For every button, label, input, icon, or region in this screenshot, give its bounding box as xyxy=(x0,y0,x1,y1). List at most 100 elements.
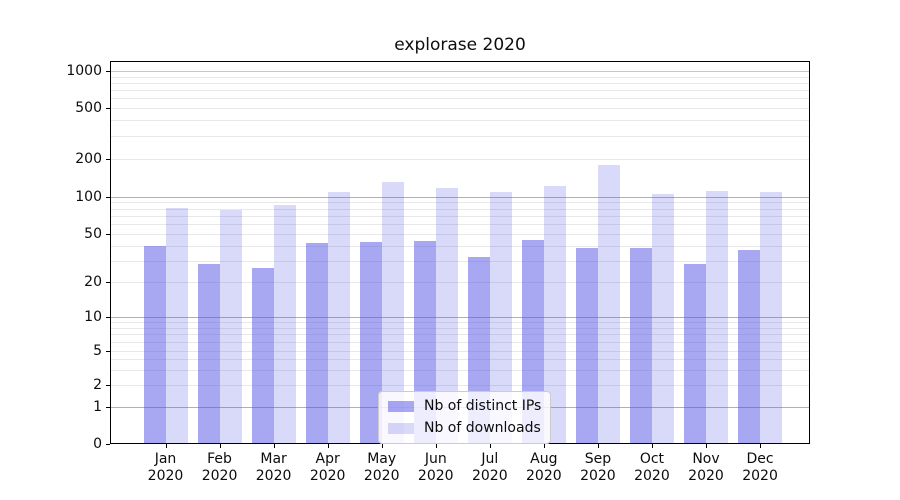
y-tick-mark-200 xyxy=(106,159,110,160)
legend-item-downloads: Nb of downloads xyxy=(388,420,541,436)
bar-downloads-nov xyxy=(706,191,728,443)
x-tick-label-aug: Aug 2020 xyxy=(526,451,562,484)
y-tick-label-0: 0 xyxy=(93,436,102,452)
gridline-y-600 xyxy=(111,98,809,100)
bar-downloads-may xyxy=(381,182,404,443)
bar-distinct-ips-oct xyxy=(629,248,652,443)
gridline-y-30 xyxy=(111,260,809,262)
x-tick-mark-jul xyxy=(489,444,491,448)
gridline-y-3 xyxy=(111,369,809,371)
gridline-y-800 xyxy=(111,82,809,84)
gridline-y-1000 xyxy=(111,71,809,72)
bar-downloads-mar xyxy=(273,205,296,443)
y-tick-label-100: 100 xyxy=(75,188,102,205)
bar-distinct-ips-dec xyxy=(738,249,761,443)
gridline-y-10 xyxy=(111,316,809,318)
bar-downloads-jul xyxy=(489,192,512,443)
x-tick-mark-apr xyxy=(327,444,329,448)
y-tick-label-200: 200 xyxy=(75,151,102,167)
x-tick-mark-dec xyxy=(760,444,762,448)
legend-swatch-ips xyxy=(388,400,414,412)
bar-downloads-oct xyxy=(651,193,674,443)
bar-distinct-ips-mar xyxy=(251,268,274,443)
legend-label-downloads: Nb of downloads xyxy=(424,420,541,436)
gridline-y-50 xyxy=(111,234,809,235)
y-tick-label-5: 5 xyxy=(93,343,102,359)
x-tick-mark-aug xyxy=(543,444,545,448)
legend-label-ips: Nb of distinct IPs xyxy=(424,398,542,414)
gridline-y-90 xyxy=(111,202,809,204)
legend: Nb of distinct IPs Nb of downloads xyxy=(378,391,552,444)
x-tick-mark-jun xyxy=(435,444,437,448)
y-tick-label-1: 1 xyxy=(93,399,102,415)
gridline-y-900 xyxy=(111,76,809,78)
x-tick-label-sep: Sep 2020 xyxy=(580,451,616,484)
x-tick-mark-may xyxy=(381,444,383,448)
bar-downloads-sep xyxy=(597,164,620,443)
gridline-y-8 xyxy=(111,327,809,329)
gridline-y-200 xyxy=(111,159,809,160)
plot-area: Nb of distinct IPs Nb of downloads xyxy=(110,61,810,444)
y-tick-label-1000: 1000 xyxy=(66,63,102,79)
gridline-y-20 xyxy=(111,282,809,283)
bar-downloads-aug xyxy=(543,185,566,443)
bar-distinct-ips-sep xyxy=(575,248,598,443)
bar-distinct-ips-apr xyxy=(305,243,328,443)
y-tick-mark-0 xyxy=(106,444,110,445)
gridline-y-5 xyxy=(111,351,809,352)
bar-distinct-ips-nov xyxy=(684,264,706,443)
bar-distinct-ips-jan xyxy=(143,245,166,443)
x-tick-mark-sep xyxy=(597,444,599,448)
y-tick-label-20: 20 xyxy=(84,274,102,290)
gridline-y-40 xyxy=(111,245,809,247)
legend-swatch-downloads xyxy=(388,422,414,434)
y-tick-label-2: 2 xyxy=(93,377,102,393)
y-tick-mark-20 xyxy=(106,282,110,283)
gridline-y-70 xyxy=(111,215,809,217)
x-tick-mark-feb xyxy=(219,444,221,448)
x-tick-label-jun: Jun 2020 xyxy=(417,451,454,484)
x-tick-mark-mar xyxy=(273,444,275,448)
bar-downloads-apr xyxy=(327,192,350,443)
x-tick-mark-jan xyxy=(165,444,167,448)
x-tick-label-oct: Oct 2020 xyxy=(634,451,670,484)
bar-downloads-feb xyxy=(219,209,242,443)
x-tick-label-apr: Apr 2020 xyxy=(309,451,346,484)
y-axis: 1000 500 200 100 50 20 10 5 2 1 0 xyxy=(0,0,110,500)
bar-downloads-dec xyxy=(760,192,783,443)
y-tick-label-500: 500 xyxy=(75,100,102,116)
y-tick-label-10: 10 xyxy=(84,308,102,325)
bar-downloads-jun xyxy=(435,187,458,443)
y-tick-mark-1000 xyxy=(106,71,110,72)
gridline-y-6 xyxy=(111,341,809,343)
bar-distinct-ips-feb xyxy=(197,264,220,443)
bar-distinct-ips-may xyxy=(359,241,382,443)
y-tick-mark-100 xyxy=(106,196,110,198)
x-tick-label-nov: Nov 2020 xyxy=(688,451,724,484)
gridline-y-60 xyxy=(111,224,809,226)
x-tick-label-jan: Jan 2020 xyxy=(147,451,184,484)
x-tick-mark-nov xyxy=(706,444,707,448)
y-tick-label-50: 50 xyxy=(84,226,102,242)
gridline-y-7 xyxy=(111,334,809,336)
x-tick-label-feb: Feb 2020 xyxy=(201,451,238,484)
gridline-y-2 xyxy=(111,385,809,386)
x-tick-label-may: May 2020 xyxy=(363,451,400,484)
bar-downloads-jan xyxy=(165,207,188,443)
y-tick-mark-1 xyxy=(106,407,110,408)
y-tick-mark-50 xyxy=(106,234,110,235)
chart-title: explorase 2020 xyxy=(394,35,526,55)
gridline-y-80 xyxy=(111,208,809,210)
gridline-y-9 xyxy=(111,321,809,323)
x-tick-label-jul: Jul 2020 xyxy=(471,451,508,484)
y-tick-mark-500 xyxy=(106,108,110,109)
legend-item-distinct-ips: Nb of distinct IPs xyxy=(388,398,541,414)
x-tick-label-mar: Mar 2020 xyxy=(255,451,292,484)
gridline-y-4 xyxy=(111,359,809,361)
y-tick-mark-5 xyxy=(106,351,110,352)
x-tick-mark-oct xyxy=(651,444,653,448)
gridline-y-300 xyxy=(111,136,809,138)
y-tick-mark-2 xyxy=(106,385,110,386)
